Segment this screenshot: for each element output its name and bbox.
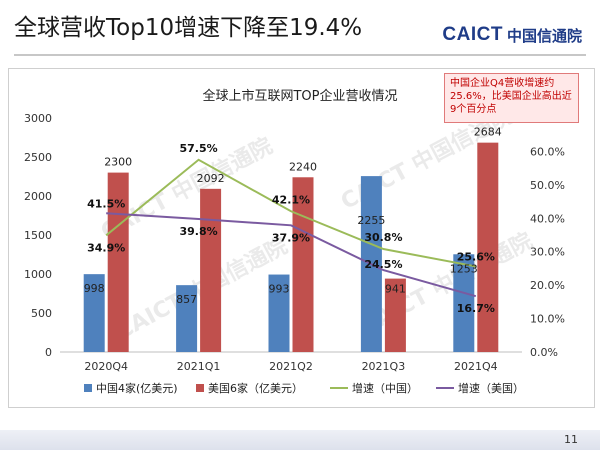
- x-axis-category-label: 2021Q4: [454, 360, 498, 373]
- logo-latin-text: CAICT: [442, 24, 503, 45]
- left-axis-tick-label: 0: [45, 346, 52, 359]
- us-revenue-bar: [477, 142, 499, 352]
- legend: 中国4家(亿美元) 美国6家（亿美元） 增速（中国） 增速（美国）: [84, 381, 524, 395]
- legend-label: 中国4家(亿美元): [96, 381, 178, 395]
- china-revenue-bar: [176, 285, 198, 352]
- china-revenue-bar: [83, 274, 105, 352]
- china-growth-label: 30.8%: [364, 231, 402, 244]
- us-growth-label: 41.5%: [87, 197, 125, 210]
- legend-swatch: [84, 384, 92, 392]
- right-axis-tick-label: 50.0%: [530, 179, 565, 192]
- left-axis-tick-label: 1500: [24, 229, 52, 242]
- us-revenue-bar: [107, 172, 129, 352]
- us-revenue-label: 2240: [289, 160, 317, 173]
- china-growth-label: 25.6%: [457, 250, 495, 263]
- right-axis-tick-label: 10.0%: [530, 313, 565, 326]
- us-growth-label: 16.7%: [457, 302, 495, 315]
- us-growth-label: 37.9%: [272, 231, 310, 244]
- china-revenue-label: 993: [269, 283, 290, 296]
- right-axis-tick-label: 40.0%: [530, 212, 565, 225]
- x-axis-category-label: 2021Q3: [362, 360, 406, 373]
- lines-layer: [105, 158, 477, 298]
- left-axis-tick-label: 500: [31, 307, 52, 320]
- left-axis-tick-label: 3000: [24, 112, 52, 125]
- china-growth-label: 57.5%: [180, 142, 218, 155]
- slide-title: 全球营收Top10增速下降至19.4%: [14, 15, 363, 41]
- x-axis-category-label: 2021Q1: [177, 360, 221, 373]
- left-axis-tick-label: 2000: [24, 190, 52, 203]
- page-number: 11: [564, 433, 578, 446]
- us-growth-label: 24.5%: [364, 258, 402, 271]
- right-axis-tick-label: 20.0%: [530, 279, 565, 292]
- china-revenue-label: 998: [84, 282, 105, 295]
- china-revenue-label: 2255: [357, 214, 385, 227]
- chart-title: 全球上市互联网TOP企业营收情况: [202, 88, 397, 104]
- caict-logo: CAICT 中国信通院: [442, 24, 582, 46]
- watermark-text: CAICT 中国信通院: [357, 228, 537, 340]
- china-revenue-label: 1253: [450, 262, 478, 275]
- us-revenue-label: 2092: [197, 172, 225, 185]
- us-revenue-label: 2684: [474, 126, 502, 139]
- china-revenue-label: 857: [176, 293, 197, 306]
- us-revenue-bar: [384, 278, 406, 352]
- header-divider: [14, 54, 586, 56]
- china-revenue-bar: [268, 274, 290, 352]
- data-labels-layer: 998 857 993 2255 1253 2300 2092 2240 941 2684 34.9…: [84, 126, 502, 316]
- us-revenue-bar: [200, 188, 222, 352]
- footer-bar: [0, 430, 600, 450]
- right-axis-tick-label: 60.0%: [530, 145, 565, 158]
- china-growth-label: 42.1%: [272, 193, 310, 206]
- left-axis-tick-label: 2500: [24, 151, 52, 164]
- x-axis-category-label: 2021Q2: [269, 360, 313, 373]
- logo-cn-text: 中国信通院: [506, 26, 582, 45]
- china-growth-line: [105, 158, 476, 268]
- us-revenue-label: 941: [385, 283, 406, 296]
- callout-note: 中国企业Q4营收增速约25.6%，比美国企业高出近9个百分点: [444, 73, 579, 123]
- x-axis-category-label: 2020Q4: [84, 360, 128, 373]
- right-axis-tick-label: 30.0%: [530, 246, 565, 259]
- china-growth-label: 34.9%: [87, 241, 125, 254]
- legend-swatch: [196, 384, 204, 392]
- us-revenue-bar: [292, 177, 314, 352]
- legend-label: 增速（中国）: [352, 381, 418, 395]
- axes-layer: 0 500 1000 1500 2000 2500 3000 0.0% 10.0% 20.0% 30…: [24, 112, 565, 373]
- china-revenue-bar: [453, 254, 475, 352]
- us-growth-line: [106, 212, 477, 298]
- right-axis-tick-label: 0.0%: [530, 346, 558, 359]
- left-axis-tick-label: 1000: [24, 268, 52, 281]
- us-revenue-label: 2300: [104, 156, 132, 169]
- legend-label: 增速（美国）: [458, 381, 524, 395]
- us-growth-label: 39.8%: [180, 225, 218, 238]
- legend-label: 美国6家（亿美元）: [208, 381, 303, 395]
